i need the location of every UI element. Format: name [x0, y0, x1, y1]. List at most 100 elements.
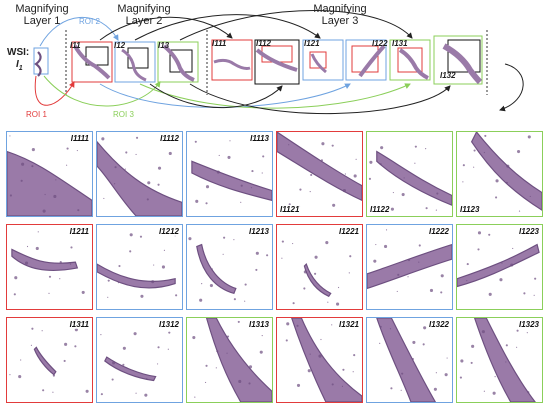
tissue-region	[11, 248, 79, 271]
tissue-speckle	[484, 134, 487, 137]
tissue-speckle	[471, 344, 475, 348]
patch-label: I1121	[279, 205, 301, 214]
patch-tile: I1312	[96, 317, 183, 403]
tissue-speckle	[495, 179, 499, 183]
tissue-speckle	[473, 149, 476, 152]
tissue-speckle	[18, 375, 22, 379]
tissue-speckle	[435, 209, 437, 211]
label-I13: I13	[158, 41, 170, 50]
patch-tile: I1212	[96, 224, 183, 310]
tissue-speckle	[494, 376, 496, 378]
patch-label: I1212	[157, 227, 180, 236]
tissue-speckle	[81, 290, 85, 294]
tissue-speckle	[523, 292, 526, 295]
tissue-speckle	[459, 376, 462, 379]
tissue-speckle	[495, 196, 498, 199]
tissue-speckle	[259, 350, 263, 354]
tissue-image	[462, 132, 542, 212]
tissue-speckle	[462, 181, 464, 183]
arrow-to-grid	[499, 63, 524, 112]
tissue-speckle	[423, 326, 427, 330]
tissue-image	[11, 231, 85, 296]
tissue-speckle	[379, 325, 382, 328]
tissue-speckle	[204, 381, 207, 384]
tissue-speckle	[140, 294, 144, 298]
tissue-speckle	[168, 151, 172, 156]
tissue-region	[33, 346, 57, 376]
tissue-speckle	[501, 262, 503, 264]
tissue-speckle	[255, 268, 258, 272]
tissue-speckle	[401, 372, 404, 375]
tissue-speckle	[76, 149, 78, 152]
tissue-speckle	[477, 248, 480, 251]
tissue-speckle	[205, 185, 210, 189]
tissue-speckle	[320, 159, 324, 162]
tissue-speckle	[414, 145, 417, 148]
tissue-speckle	[20, 179, 23, 182]
tissue-speckle	[342, 189, 346, 193]
tissue-speckle	[201, 283, 203, 285]
tissue-speckle	[505, 344, 508, 347]
tissue-speckle	[157, 346, 160, 349]
tissue-speckle	[118, 264, 121, 268]
thumb-I111	[211, 39, 253, 81]
tissue-speckle	[466, 280, 468, 282]
tissue-speckle	[146, 198, 149, 201]
tissue-speckle	[240, 184, 243, 187]
tissue-speckle	[9, 194, 12, 197]
tissue-speckle	[392, 191, 394, 194]
patch-tile: I1221	[276, 224, 363, 310]
tissue-speckle	[385, 229, 388, 231]
wsi-symbol: I1	[16, 59, 23, 72]
tissue-speckle	[229, 140, 231, 142]
tissue-speckle	[9, 374, 11, 376]
patch-label: I1113	[249, 134, 270, 143]
tissue-speckle	[314, 272, 317, 275]
tissue-speckle	[161, 265, 165, 269]
tissue-speckle	[107, 279, 110, 282]
wsi-label: WSI:	[7, 47, 30, 58]
tissue-image	[457, 231, 540, 296]
tissue-speckle	[314, 255, 318, 259]
tissue-speckle	[337, 286, 340, 289]
tissue-speckle	[435, 372, 437, 374]
patch-tile: I1211	[6, 224, 93, 310]
patch-label: I1312	[157, 320, 180, 329]
tissue-speckle	[251, 169, 254, 173]
tissue-speckle	[52, 374, 55, 377]
tissue-speckle	[292, 242, 294, 245]
label-I131: I131	[392, 39, 408, 48]
tissue-speckle	[195, 199, 199, 203]
tissue-speckle	[135, 153, 137, 156]
tissue-speckle	[153, 264, 155, 266]
tissue-speckle	[425, 148, 427, 150]
tissue-speckle	[368, 177, 372, 180]
tissue-speckle	[369, 160, 373, 164]
tissue-speckle	[483, 390, 485, 392]
tissue-speckle	[510, 263, 514, 267]
tissue-speckle	[48, 275, 52, 278]
thumb-I12	[114, 41, 156, 83]
arrow-i12-to-i112	[149, 83, 283, 109]
tissue-speckle	[529, 195, 531, 198]
tissue-speckle	[505, 361, 507, 363]
tissue-speckle	[440, 291, 443, 294]
tissue-speckle	[216, 170, 220, 174]
tissue-speckle	[332, 203, 336, 207]
thumb-I132	[433, 35, 483, 85]
tissue-region	[191, 160, 272, 201]
tissue-speckle	[112, 361, 116, 365]
tissue-speckle	[59, 261, 62, 264]
tissue-speckle	[440, 274, 444, 278]
patch-label: I1313	[247, 320, 270, 329]
tissue-speckle	[488, 233, 491, 236]
tissue-speckle	[209, 283, 213, 288]
tissue-speckle	[226, 352, 228, 354]
tissue-speckle	[103, 197, 105, 200]
patch-label: I1111	[69, 134, 90, 143]
tissue-speckle	[30, 344, 33, 346]
tissue-speckle	[397, 273, 400, 276]
patch-label: I1222	[427, 227, 450, 236]
tissue-speckle	[238, 379, 242, 384]
